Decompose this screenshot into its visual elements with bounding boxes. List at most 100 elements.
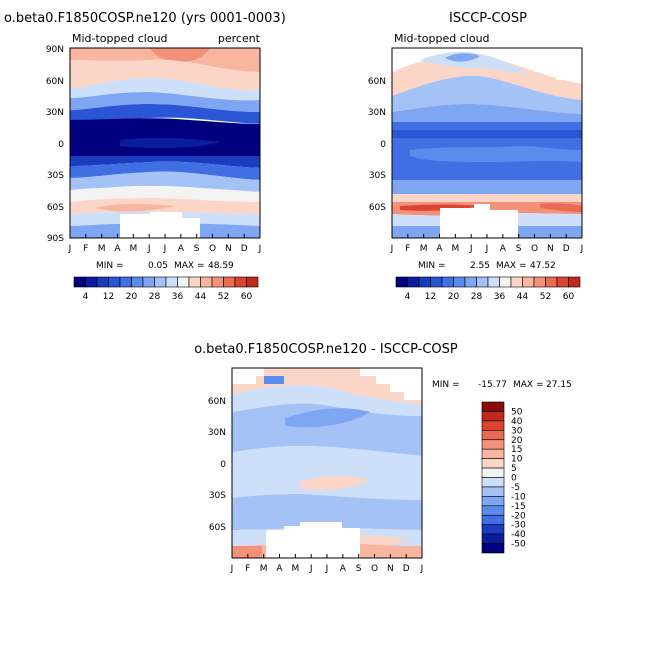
panel-diff-min-value: -15.77: [478, 380, 507, 390]
panel-model-field: [70, 48, 260, 238]
colorbar-box: [481, 467, 505, 478]
x-tick-label: A: [436, 244, 443, 254]
colorbar-box: [481, 514, 505, 525]
colorbar-box: [481, 448, 505, 459]
y-tick-label: 30S: [209, 491, 226, 501]
colorbar-tick-label: 36: [172, 292, 184, 302]
x-tick-label: J: [420, 564, 424, 574]
colorbar-box: [165, 276, 178, 288]
colorbar-box: [522, 276, 535, 288]
colorbar-box: [395, 276, 408, 288]
y-tick-label: 90N: [46, 45, 64, 55]
x-tick-label: M: [451, 244, 459, 254]
y-tick-label: 30N: [46, 108, 64, 118]
panel-model-colorbar: 4 12 20 28 36 44 52 60: [73, 276, 259, 302]
x-tick-label: J: [230, 564, 234, 574]
panel-model-y-axis: 90N 60N 30N 0 30S 60S 90S: [46, 45, 64, 244]
colorbar-box: [430, 276, 443, 288]
x-tick-label: J: [469, 244, 473, 254]
colorbar-tick-label: 28: [471, 292, 483, 302]
x-tick-label: D: [403, 564, 410, 574]
panel-obs-title: ISCCP-COSP: [449, 11, 527, 26]
colorbar-box: [481, 477, 505, 488]
x-tick-label: J: [258, 244, 262, 254]
colorbar-tick-label: -30: [511, 521, 526, 531]
x-tick-label: D: [563, 244, 570, 254]
x-tick-label: N: [225, 244, 232, 254]
y-tick-label: 60N: [368, 77, 386, 87]
y-tick-label: 30N: [368, 108, 386, 118]
x-tick-label: A: [500, 244, 507, 254]
colorbar-box: [234, 276, 247, 288]
colorbar-box: [131, 276, 144, 288]
colorbar-box: [556, 276, 569, 288]
y-tick-label: 60N: [46, 77, 64, 87]
panel-diff-min-label: MIN =: [432, 380, 460, 390]
panel-model-title: o.beta0.F1850COSP.ne120 (yrs 0001-0003): [4, 11, 286, 26]
colorbar-box: [481, 505, 505, 516]
panel-diff-max-value: 27.15: [546, 380, 572, 390]
colorbar-box: [407, 276, 420, 288]
colorbar-tick-label: 4: [405, 292, 411, 302]
colorbar-box: [119, 276, 132, 288]
colorbar-tick-label: 52: [218, 292, 229, 302]
colorbar-tick-label: 20: [448, 292, 460, 302]
panel-model: o.beta0.F1850COSP.ne120 (yrs 0001-0003) …: [4, 11, 286, 302]
x-tick-label: O: [531, 244, 538, 254]
colorbar-tick-label: 50: [511, 407, 523, 417]
panel-obs-y-axis: 60N 30N 0 30S 60S: [368, 77, 386, 213]
x-tick-label: S: [356, 564, 362, 574]
colorbar-box: [481, 524, 505, 535]
colorbar-tick-label: 30: [511, 426, 523, 436]
colorbar-box: [464, 276, 477, 288]
x-tick-label: M: [291, 564, 299, 574]
y-tick-label: 60S: [47, 203, 64, 213]
colorbar-tick-label: 28: [149, 292, 161, 302]
colorbar-box: [453, 276, 466, 288]
x-tick-label: J: [390, 244, 394, 254]
x-tick-label: J: [68, 244, 72, 254]
colorbar-tick-label: 44: [517, 292, 529, 302]
colorbar-box: [177, 276, 190, 288]
colorbar-box: [510, 276, 523, 288]
colorbar-box: [211, 276, 224, 288]
x-tick-label: S: [516, 244, 522, 254]
colorbar-tick-label: -40: [511, 530, 526, 540]
colorbar-box: [108, 276, 121, 288]
panel-obs-field: [392, 48, 582, 238]
panel-model-min-value: 0.05: [148, 261, 168, 271]
colorbar-tick-label: 12: [425, 292, 436, 302]
x-tick-label: A: [340, 564, 347, 574]
x-tick-label: J: [580, 244, 584, 254]
panel-model-max-value: 48.59: [208, 261, 234, 271]
colorbar-tick-label: 52: [540, 292, 551, 302]
colorbar-box: [481, 543, 505, 554]
y-tick-label: 30N: [208, 428, 226, 438]
panel-diff-field: [232, 368, 422, 558]
panel-diff-title: o.beta0.F1850COSP.ne120 - ISCCP-COSP: [194, 342, 458, 357]
x-tick-label: F: [405, 244, 410, 254]
y-tick-label: 60N: [208, 397, 226, 407]
x-tick-label: J: [147, 244, 151, 254]
colorbar-tick-label: 36: [494, 292, 506, 302]
colorbar-tick-label: 20: [126, 292, 138, 302]
x-tick-label: O: [371, 564, 378, 574]
colorbar-box: [418, 276, 431, 288]
colorbar-box: [533, 276, 546, 288]
y-tick-label: 60S: [209, 523, 226, 533]
colorbar-box: [481, 458, 505, 469]
colorbar-box: [85, 276, 98, 288]
colorbar-tick-label: 5: [511, 464, 517, 474]
x-tick-label: J: [325, 564, 329, 574]
x-tick-label: A: [276, 564, 283, 574]
colorbar-box: [200, 276, 213, 288]
colorbar-box: [154, 276, 167, 288]
y-tick-label: 0: [220, 460, 226, 470]
colorbar-tick-label: 12: [103, 292, 114, 302]
panel-diff: o.beta0.F1850COSP.ne120 - ISCCP-COSP 60N…: [194, 342, 572, 574]
x-tick-label: N: [387, 564, 394, 574]
panel-model-subtitle: Mid-topped cloud: [72, 32, 168, 45]
